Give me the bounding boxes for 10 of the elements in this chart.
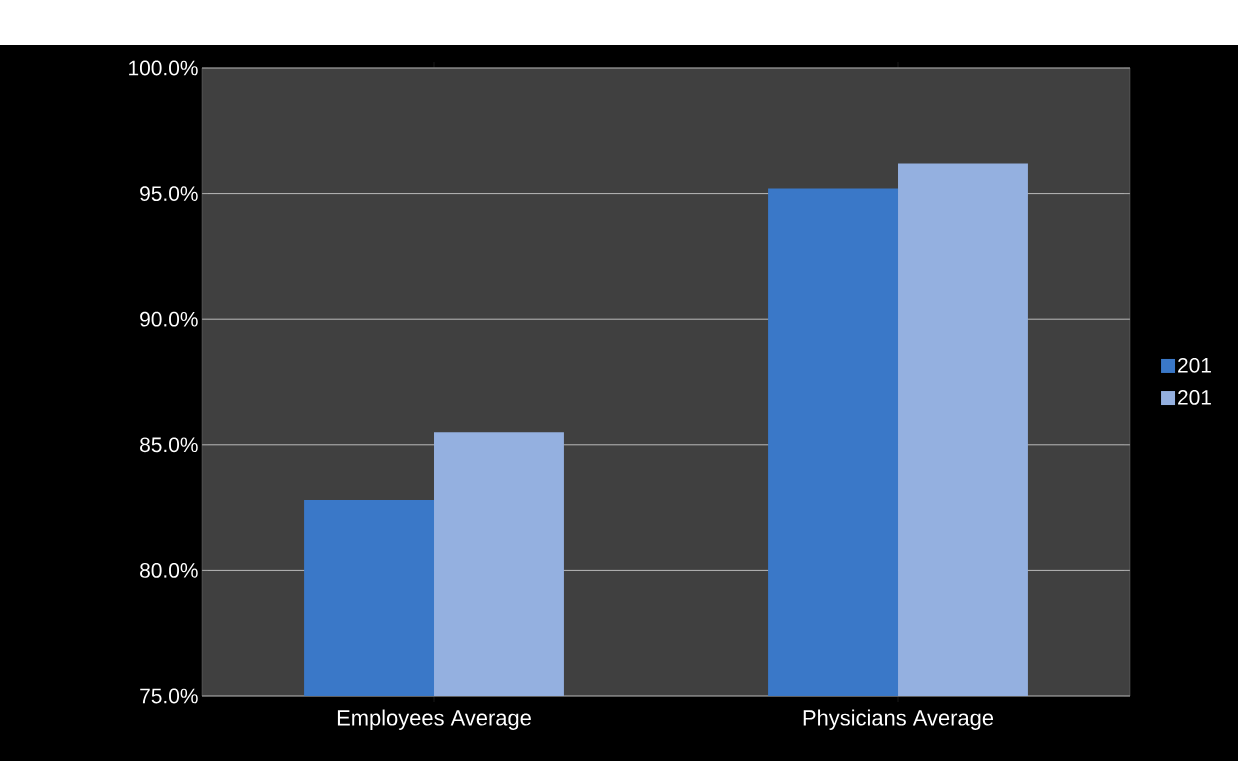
y-tick-label: 85.0%	[140, 437, 198, 453]
y-tick-label: 95.0%	[140, 186, 198, 201]
legend-label: 201	[1178, 389, 1211, 405]
legend-label: 201	[1178, 357, 1211, 373]
y-tick-label: 90.0%	[140, 311, 198, 327]
y-tick-label: 75.0%	[140, 688, 198, 704]
x-tick-label: Physicians Average	[803, 709, 994, 730]
y-tick-label: 80.0%	[140, 562, 198, 578]
y-tick-label: 100.0%	[129, 60, 198, 76]
x-tick-label: Employees Average	[337, 709, 531, 730]
